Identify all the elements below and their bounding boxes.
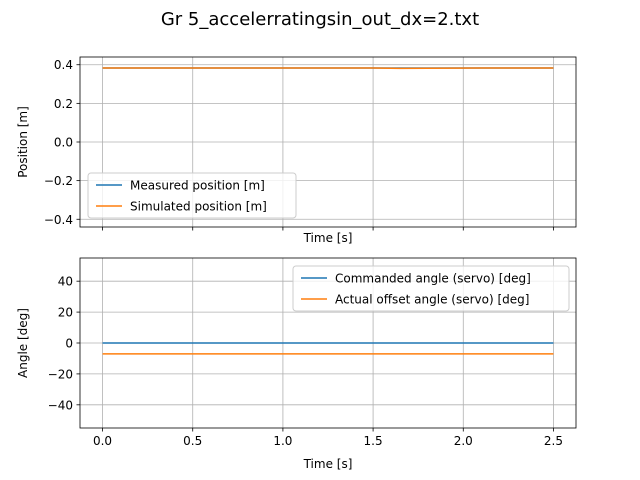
legend: Commanded angle (servo) [deg] Actual offs… — [292, 265, 570, 312]
y-axis-label: Angle [deg] — [16, 308, 30, 378]
y-tick-label: −0.4 — [44, 213, 73, 227]
legend-label: Measured position [m] — [130, 179, 265, 193]
x-tick-label: 2.5 — [544, 434, 563, 448]
x-axis-label: Time [s] — [303, 457, 353, 471]
x-tick-label: 0.0 — [93, 434, 112, 448]
legend-label: Actual offset angle (servo) [deg] — [335, 293, 529, 307]
legend-box — [292, 265, 570, 312]
y-tick-label: 40 — [58, 275, 73, 289]
y-tick-label: 20 — [58, 306, 73, 320]
legend: Measured position [m] Simulated position … — [87, 172, 297, 219]
legend-label: Simulated position [m] — [130, 200, 267, 214]
legend-box — [87, 172, 297, 219]
y-tick-label: 0.0 — [54, 136, 73, 150]
x-tick-label: 0.5 — [183, 434, 202, 448]
y-axis-label: Position [m] — [16, 106, 30, 178]
y-tick-label: 0 — [65, 337, 73, 351]
y-tick-label: −20 — [48, 367, 73, 381]
y-tick-label: −40 — [48, 398, 73, 412]
legend-label: Commanded angle (servo) [deg] — [335, 272, 531, 286]
position-subplot: −0.4 −0.2 0.0 0.2 0.4 Time [s] Position [m] Mea… — [16, 56, 577, 245]
y-tick-label: 0.2 — [54, 97, 73, 111]
x-tick-label: 1.0 — [273, 434, 292, 448]
x-axis-label: Time [s] — [303, 231, 353, 245]
x-tick-label: 1.5 — [364, 434, 383, 448]
figure-title: Gr 5_accelerratingsin_out_dx=2.txt — [161, 9, 479, 30]
x-tick-label: 2.0 — [454, 434, 473, 448]
y-tick-label: 0.4 — [54, 58, 73, 72]
y-tick-label: −0.2 — [44, 174, 73, 188]
angle-subplot: 0.0 0.5 1.0 1.5 2.0 2.5 −40 −20 0 20 40 Time [s] Ang… — [16, 257, 577, 471]
